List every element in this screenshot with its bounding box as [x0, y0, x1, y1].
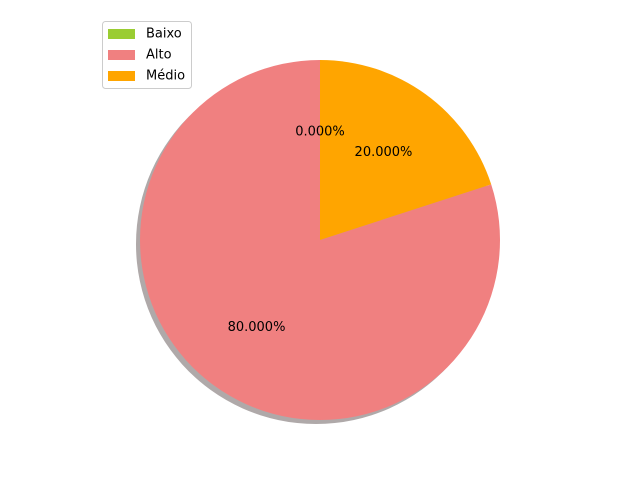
legend-label-alto: Alto [146, 48, 172, 63]
legend-swatch-médio [108, 71, 135, 81]
legend-swatch-alto [108, 50, 135, 60]
legend-swatch-baixo [108, 29, 135, 39]
slice-pct-label-médio: 20.000% [355, 145, 413, 160]
slice-pct-label-alto: 80.000% [228, 320, 286, 335]
legend-label-baixo: Baixo [146, 27, 182, 42]
legend: Baixo Alto Médio [102, 21, 192, 89]
pie-labels: 0.000% 80.000% 20.000% [228, 125, 413, 335]
slice-médio [320, 60, 492, 240]
slice-alto [140, 60, 501, 421]
legend-label-médio: Médio [146, 69, 185, 84]
legend-items: Baixo Alto Médio [108, 27, 185, 84]
pie-slices [140, 60, 501, 421]
slice-pct-label-baixo: 0.000% [295, 125, 345, 140]
